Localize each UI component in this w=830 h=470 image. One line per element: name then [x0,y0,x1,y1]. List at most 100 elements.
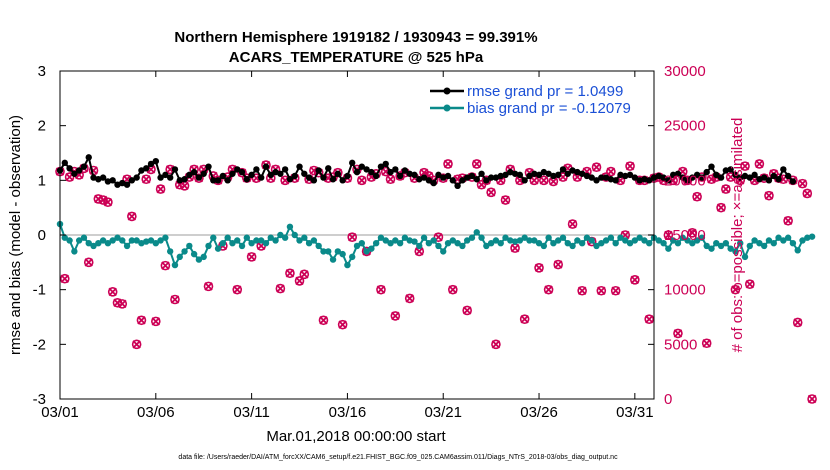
bias-point [152,240,160,247]
rmse-point [564,170,571,177]
rmse-point [248,171,255,179]
obs-possible-point [606,166,616,177]
obs-possible-point [543,284,554,295]
bias-point [210,234,217,241]
bias-point [550,240,557,247]
y-right-tick-label: 0 [664,391,672,408]
bias-point [808,233,816,240]
rmse-point [176,177,183,184]
rmse-point [708,163,715,170]
y-right-tick-label: 10000 [664,282,706,299]
obs-assimilated-point [180,181,189,191]
bias-point [483,242,490,250]
bias-point [219,240,227,247]
rmse-point [85,154,92,161]
rmse-point [305,174,313,181]
bias-point [349,253,356,261]
obs-assimilated-point [510,243,520,253]
bias-point [804,234,811,241]
obs-assimilated-point [204,282,213,291]
obs-assimilated-point [798,179,807,188]
obs-possible-point [107,287,118,297]
rmse-point [387,168,394,176]
obs-assimilated-point [137,316,146,325]
rmse-point [454,182,461,189]
obs-possible-point [141,174,152,185]
obs-assimilated-point [98,195,108,205]
y-tick-label: -3 [33,391,46,408]
obs-assimilated-point [376,285,386,294]
rmse-point [693,171,701,179]
bias-point [698,234,706,241]
bias-point [554,237,562,244]
bias-point [310,237,318,244]
bias-point [440,248,447,255]
rmse-point [344,172,351,180]
obs-assimilated-point [716,203,726,212]
rmse-point [171,166,179,173]
bias-point [669,237,677,244]
bias-point [760,242,768,250]
rmse-point [550,172,557,180]
rmse-point [286,176,294,183]
rmse-point [689,174,696,181]
rmse-point [368,168,375,176]
obs-assimilated-point [347,232,357,242]
rmse-point [751,171,758,179]
obs-possible-point [390,311,401,321]
obs-assimilated-point [391,311,400,321]
obs-possible-point [630,275,640,285]
obs-assimilated-point [501,195,510,205]
rmse-point [483,177,490,184]
obs-possible-point [203,281,214,292]
rmse-point [138,167,145,174]
bias-point [756,240,763,247]
bias-point [320,248,327,255]
bias-point [80,234,88,241]
bias-point [133,237,140,244]
obs-assimilated-point [472,159,481,169]
obs-possible-point [797,178,808,189]
obs-assimilated-point [630,275,640,285]
rmse-point [334,170,342,177]
rmse-point [281,166,289,173]
rmse-point [732,171,739,179]
rmse-point [722,167,730,174]
obs-assimilated-point [419,168,429,177]
obs-possible-point [577,285,587,296]
bias-point [267,234,274,241]
rmse-point [641,176,648,183]
obs-assimilated-point [357,176,367,185]
bias-point [382,237,389,244]
obs-possible-point [433,232,444,242]
obs-assimilated-point [118,299,127,309]
rmse-point [770,172,777,180]
rmse-point [238,168,246,176]
bias-point [784,234,792,241]
bias-point [607,234,615,241]
bias-point [765,237,773,244]
obs-possible-point [285,268,295,279]
bias-point [780,237,787,244]
obs-assimilated-point [664,230,673,240]
bias-point [507,237,514,244]
obs-possible-point [625,161,635,171]
bias-point [487,240,495,247]
obs-assimilated-point [285,269,295,278]
rmse-point [703,168,710,176]
bias-point [521,234,528,241]
rmse-point [219,172,227,180]
rmse-point [162,171,169,179]
bias-point [545,234,552,241]
bias-point [526,237,533,244]
bias-point [243,234,251,241]
obs-assimilated-point [807,394,817,404]
right-axis: 0 5000 10000 15000 20000 25000 30000 [648,63,706,408]
rmse-point [559,166,567,173]
obs-possible-point [299,269,310,280]
legend-rmse-marker [443,87,451,95]
obs-possible-point [103,197,113,207]
bias-point [655,237,662,244]
bias-point [85,240,92,247]
bias-point [535,240,543,247]
